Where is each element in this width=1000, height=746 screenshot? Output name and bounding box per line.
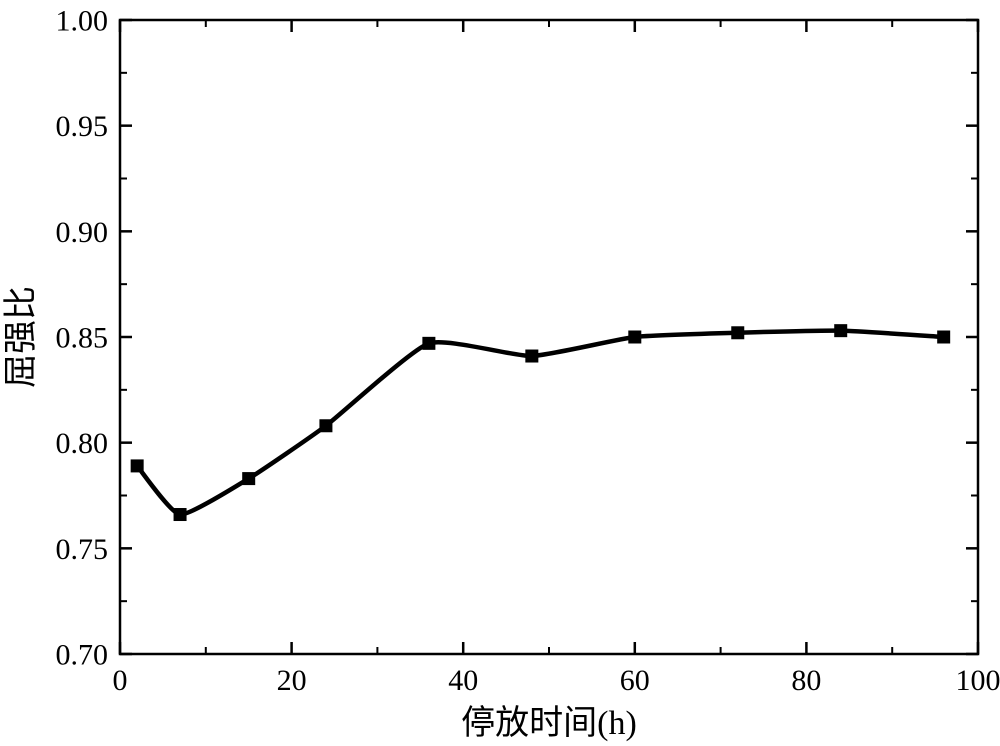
series-marker [320, 420, 332, 432]
x-tick-label: 60 [620, 664, 650, 697]
series-line [137, 331, 944, 515]
y-tick-label: 1.00 [56, 5, 109, 38]
y-tick-label: 0.95 [56, 110, 109, 143]
series-marker [526, 350, 538, 362]
series-marker [174, 509, 186, 521]
series-marker [938, 331, 950, 343]
x-tick-label: 40 [448, 664, 478, 697]
x-tick-label: 0 [113, 664, 128, 697]
series-marker [243, 473, 255, 485]
x-axis-title: 停放时间(h) [461, 704, 637, 742]
y-tick-label: 0.70 [56, 639, 109, 672]
y-tick-label: 0.75 [56, 533, 109, 566]
x-tick-label: 20 [277, 664, 307, 697]
series-marker [835, 325, 847, 337]
y-tick-label: 0.85 [56, 322, 109, 355]
chart-container: 0 20 40 60 80 100 0.70 0.75 0.80 0.85 0.90 0.95 1.00… [0, 0, 1000, 746]
x-tick-label: 100 [956, 664, 1000, 697]
series-marker [629, 331, 641, 343]
plot-frame [120, 20, 978, 654]
series-marker [131, 460, 143, 472]
series-marker [423, 337, 435, 349]
y-axis-title: 屈强比 [3, 286, 40, 388]
y-tick-label: 0.80 [56, 427, 109, 460]
series-marker [732, 327, 744, 339]
line-chart: 0 20 40 60 80 100 0.70 0.75 0.80 0.85 0.90 0.95 1.00… [0, 0, 1000, 746]
y-tick-label: 0.90 [56, 216, 109, 249]
x-tick-label: 80 [791, 664, 821, 697]
